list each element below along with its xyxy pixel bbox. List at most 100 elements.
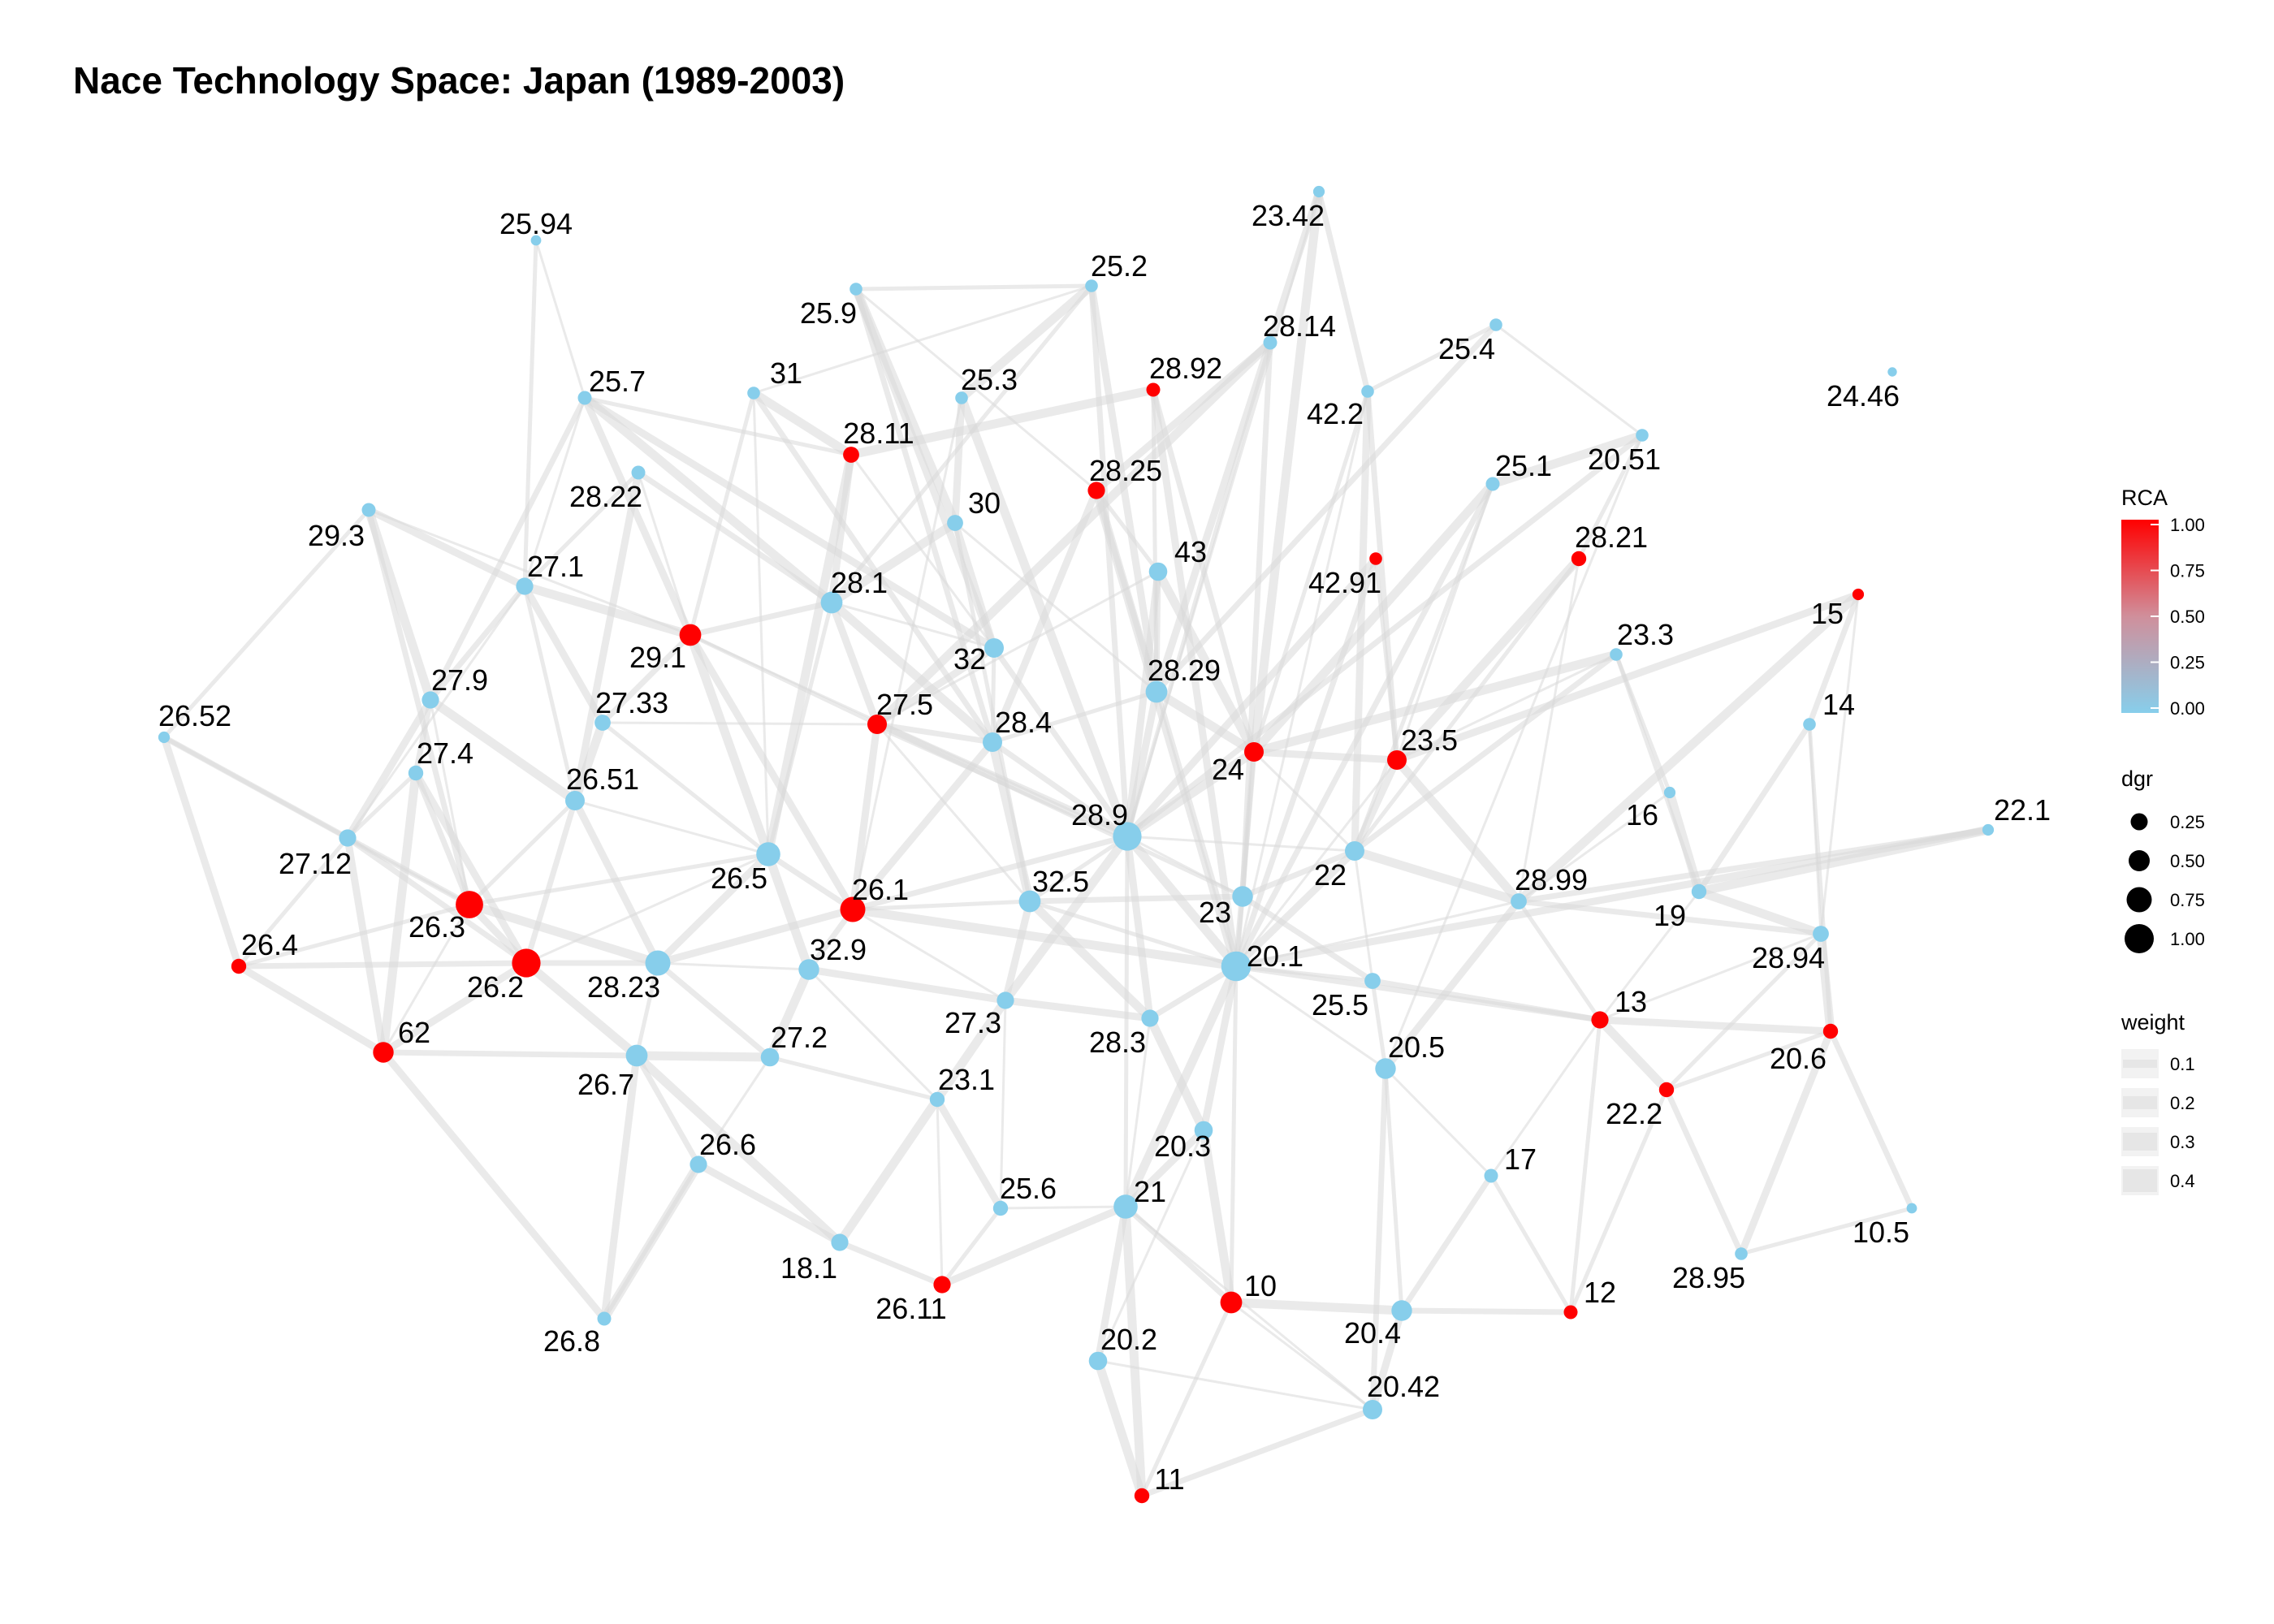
- node-26-11[interactable]: [933, 1276, 951, 1294]
- node-42-2[interactable]: [1361, 385, 1374, 398]
- node-26-1[interactable]: [840, 896, 866, 922]
- node-27-12[interactable]: [339, 829, 357, 847]
- node-26-5[interactable]: [756, 842, 780, 866]
- node-20-3[interactable]: [1194, 1121, 1213, 1140]
- node-28-11[interactable]: [843, 447, 859, 463]
- node-23[interactable]: [1232, 886, 1253, 907]
- node-25-3[interactable]: [955, 391, 968, 404]
- node-25-94[interactable]: [530, 235, 542, 246]
- node-26-7[interactable]: [625, 1044, 648, 1067]
- node-28-3[interactable]: [1141, 1009, 1159, 1027]
- node-25-6[interactable]: [992, 1200, 1009, 1216]
- node-label: 28.14: [1263, 309, 1336, 343]
- edge: [1351, 651, 1619, 854]
- node-label: 10: [1244, 1269, 1277, 1302]
- node-20-1[interactable]: [1221, 951, 1252, 982]
- node-27-2[interactable]: [760, 1047, 780, 1067]
- node-25-2[interactable]: [1085, 279, 1098, 292]
- node-32-9[interactable]: [798, 959, 819, 980]
- node-31[interactable]: [747, 387, 760, 400]
- edge: [1123, 555, 1380, 840]
- node-28-4[interactable]: [983, 732, 1002, 752]
- node-23-42[interactable]: [1312, 185, 1325, 198]
- node-28-25[interactable]: [1087, 482, 1105, 499]
- edge: [1694, 825, 1993, 896]
- node-28-14[interactable]: [1263, 335, 1278, 350]
- edge: [634, 961, 660, 1058]
- edge: [1694, 887, 1826, 939]
- node-26-4[interactable]: [231, 958, 247, 974]
- node-17[interactable]: [1484, 1168, 1498, 1183]
- node-25-4[interactable]: [1489, 318, 1502, 331]
- node-26-52[interactable]: [158, 731, 171, 744]
- node-28-92[interactable]: [1146, 382, 1161, 397]
- node-27-1[interactable]: [516, 577, 534, 595]
- node-15[interactable]: [1852, 588, 1865, 601]
- node-32-5[interactable]: [1018, 890, 1041, 913]
- node-21[interactable]: [1113, 1194, 1138, 1219]
- node-42-91[interactable]: [1369, 552, 1382, 565]
- edge: [1001, 897, 1034, 1004]
- node-14[interactable]: [1803, 718, 1816, 731]
- node-26-6[interactable]: [690, 1155, 707, 1173]
- node-27-33[interactable]: [594, 715, 611, 731]
- edge: [235, 962, 387, 1056]
- node-18-1[interactable]: [831, 1233, 849, 1251]
- node-26-8[interactable]: [597, 1311, 612, 1326]
- node-27-5[interactable]: [867, 715, 887, 734]
- node-25-1[interactable]: [1485, 477, 1500, 491]
- node-25-5[interactable]: [1364, 973, 1381, 989]
- node-20-42[interactable]: [1363, 1400, 1382, 1419]
- edge: [1123, 688, 1161, 840]
- node-28-1[interactable]: [820, 591, 843, 614]
- node-30[interactable]: [947, 515, 963, 531]
- node-label: 25.4: [1438, 332, 1495, 365]
- node-10[interactable]: [1220, 1291, 1243, 1314]
- node-28-9[interactable]: [1113, 822, 1142, 851]
- node-23-1[interactable]: [929, 1091, 945, 1108]
- node-10-5[interactable]: [1906, 1203, 1917, 1214]
- node-16[interactable]: [1663, 786, 1676, 799]
- node-20-4[interactable]: [1391, 1300, 1412, 1321]
- node-label: 28.29: [1148, 654, 1221, 687]
- node-label: 26.7: [577, 1068, 634, 1101]
- node-25-7[interactable]: [577, 391, 592, 405]
- node-20-51[interactable]: [1636, 429, 1649, 442]
- node-22-2[interactable]: [1658, 1082, 1675, 1098]
- node-43[interactable]: [1148, 562, 1168, 581]
- node-22-1[interactable]: [1982, 823, 1995, 836]
- node-27-3[interactable]: [996, 991, 1014, 1009]
- node-20-6[interactable]: [1822, 1023, 1839, 1039]
- legend-weight-title: weight: [2121, 1010, 2185, 1034]
- node-27-4[interactable]: [408, 765, 424, 781]
- node-20-5[interactable]: [1375, 1058, 1396, 1079]
- node-28-21[interactable]: [1571, 551, 1587, 567]
- node-28-99[interactable]: [1511, 893, 1527, 909]
- legend-weight-tick: 0.3: [2170, 1132, 2195, 1152]
- node-62[interactable]: [373, 1042, 394, 1063]
- node-28-95[interactable]: [1735, 1247, 1748, 1260]
- node-27-9[interactable]: [422, 691, 439, 709]
- node-25-9[interactable]: [850, 283, 862, 296]
- node-26-3[interactable]: [456, 891, 483, 918]
- node-label: 11: [1154, 1462, 1184, 1496]
- node-28-94[interactable]: [1813, 926, 1829, 942]
- node-24[interactable]: [1244, 742, 1264, 762]
- node-19[interactable]: [1691, 883, 1707, 900]
- node-23-3[interactable]: [1610, 648, 1623, 661]
- node-26-51[interactable]: [565, 791, 585, 810]
- node-22[interactable]: [1345, 841, 1364, 861]
- node-13[interactable]: [1591, 1011, 1609, 1029]
- node-29-1[interactable]: [679, 624, 702, 646]
- node-29-3[interactable]: [361, 503, 376, 517]
- node-28-23[interactable]: [645, 950, 671, 976]
- node-28-29[interactable]: [1145, 680, 1168, 703]
- node-23-5[interactable]: [1387, 750, 1407, 770]
- node-11[interactable]: [1134, 1488, 1150, 1504]
- node-24-46[interactable]: [1887, 367, 1897, 377]
- node-26-2[interactable]: [512, 948, 541, 978]
- node-12[interactable]: [1563, 1305, 1578, 1320]
- node-28-22[interactable]: [631, 465, 646, 480]
- node-32[interactable]: [984, 638, 1004, 658]
- node-20-2[interactable]: [1088, 1351, 1108, 1371]
